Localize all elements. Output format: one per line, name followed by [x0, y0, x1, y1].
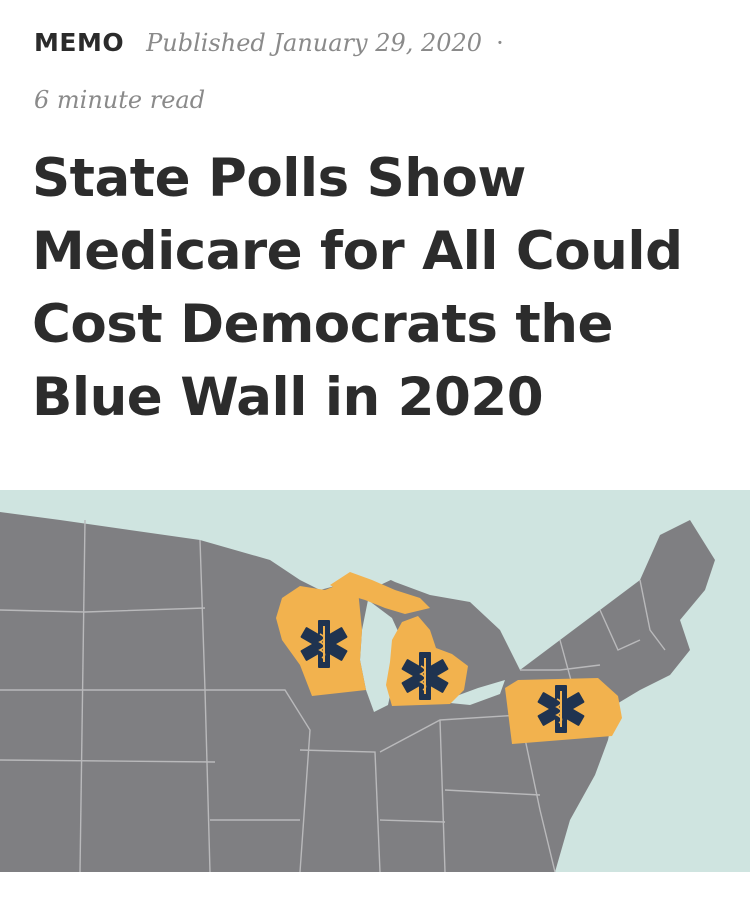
publish-date: Published January 29, 2020 [146, 29, 483, 57]
category-label[interactable]: MEMO [34, 28, 125, 57]
land-mass [0, 512, 715, 872]
hero-map-image [0, 490, 750, 872]
us-midwest-northeast-map [0, 512, 715, 872]
star-of-life-icon [401, 652, 449, 700]
lake-erie [440, 680, 505, 705]
article-title: State Polls Show Medicare for All Could … [32, 148, 683, 428]
meta-separator: · [496, 29, 504, 57]
article-meta: MEMO Published January 29, 2020 · 6 minu… [34, 30, 724, 112]
read-time: 6 minute read [34, 86, 206, 114]
michigan-upper-highlight [330, 572, 430, 614]
state-borders [0, 519, 666, 872]
star-of-life-icon [537, 685, 585, 733]
star-of-life-icon [300, 620, 348, 668]
